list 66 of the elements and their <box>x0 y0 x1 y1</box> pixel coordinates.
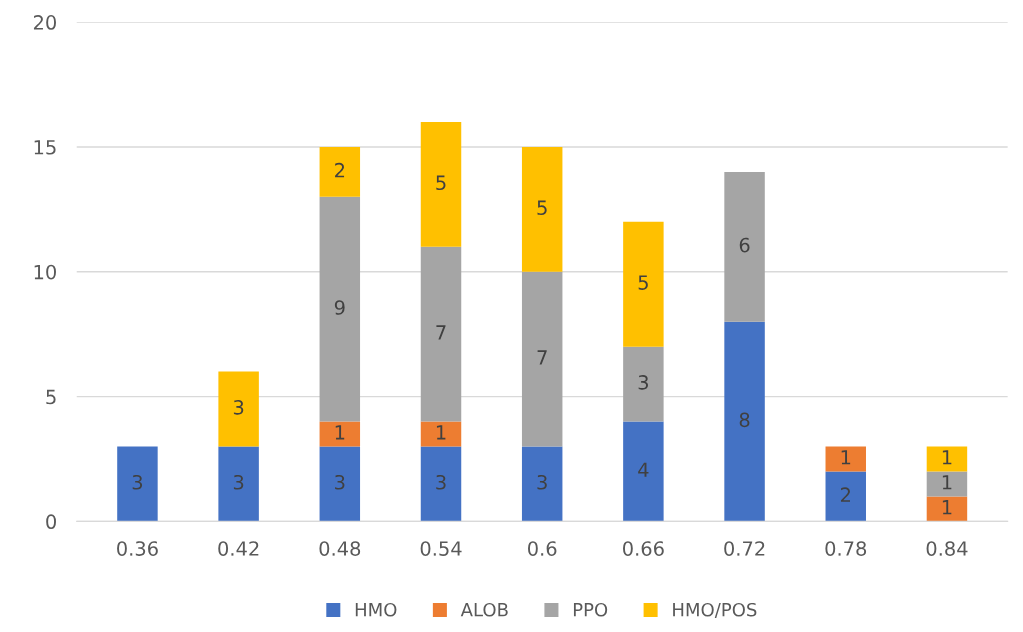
data-label: 1 <box>841 450 851 465</box>
bar <box>926 446 968 472</box>
bar <box>319 196 361 422</box>
data-label: 3 <box>233 400 244 415</box>
data-label: 1 <box>436 425 446 440</box>
data-label: 5 <box>537 200 547 215</box>
bar <box>218 446 259 522</box>
data-label: 5 <box>638 275 648 290</box>
legend-label: PPO <box>573 602 608 617</box>
data-label: 5 <box>436 175 446 191</box>
data-label: 3 <box>233 474 244 490</box>
bar <box>521 146 563 272</box>
bar <box>420 446 462 522</box>
bar <box>825 471 866 522</box>
bar <box>521 271 563 447</box>
bar <box>623 421 664 522</box>
data-label: 3 <box>132 474 143 490</box>
y-tick-label: 20 <box>33 15 56 30</box>
bar <box>218 371 259 447</box>
bar <box>926 471 968 497</box>
data-label: 1 <box>335 425 345 440</box>
data-label: 3 <box>638 375 649 390</box>
x-tick-label: 0.72 <box>724 541 765 556</box>
data-label: 4 <box>638 462 649 477</box>
data-label: 3 <box>335 474 345 490</box>
data-label: 7 <box>537 350 547 365</box>
x-tick-label: 0.54 <box>420 541 462 556</box>
x-tick-label: 0.78 <box>825 541 867 556</box>
data-label: 3 <box>537 474 547 490</box>
bar <box>825 446 866 472</box>
y-tick-label: 0 <box>46 514 56 530</box>
bar <box>623 221 664 347</box>
bar <box>420 246 462 422</box>
bar <box>623 346 664 422</box>
x-tick-label: 0.6 <box>528 541 557 556</box>
x-tick-label: 0.66 <box>623 541 664 556</box>
data-label: 3 <box>436 474 446 490</box>
bar <box>724 171 765 322</box>
data-label: 2 <box>840 487 850 502</box>
bar <box>724 321 765 522</box>
data-label: 2 <box>335 162 345 178</box>
data-label: 8 <box>739 412 750 428</box>
data-label: 1 <box>942 500 952 515</box>
legend-label: ALOB <box>460 602 508 617</box>
legend-label: HMO/POS <box>673 602 757 618</box>
bar <box>926 496 968 522</box>
bar <box>420 421 462 447</box>
bar <box>117 446 158 522</box>
bar <box>319 421 361 447</box>
bar <box>319 146 361 197</box>
bar <box>420 121 462 247</box>
data-label: 1 <box>942 450 952 465</box>
bar <box>319 446 361 522</box>
legend-label: HMO <box>355 602 397 617</box>
y-tick-label: 5 <box>46 389 56 405</box>
data-label: 9 <box>334 300 345 315</box>
x-tick-label: 0.48 <box>319 541 361 556</box>
data-label: 6 <box>739 237 750 253</box>
y-tick-label: 10 <box>34 264 56 280</box>
data-label: 7 <box>436 325 446 340</box>
x-tick-label: 0.36 <box>117 541 158 556</box>
data-label: 1 <box>942 475 952 490</box>
bar <box>521 446 563 522</box>
x-tick-label: 0.84 <box>926 541 968 556</box>
y-tick-label: 15 <box>34 140 56 155</box>
x-tick-label: 0.42 <box>218 541 259 556</box>
